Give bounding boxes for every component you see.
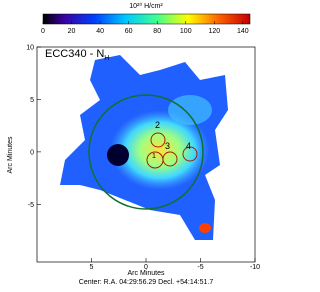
region-circle	[162, 151, 178, 167]
x-tick-label: -10	[250, 264, 260, 271]
colorbar-tick-label: 120	[208, 28, 220, 35]
region-label: 4	[186, 141, 191, 151]
title-main: ECC340 - N	[45, 48, 104, 60]
map-title: ECC340 - NH	[45, 48, 109, 62]
colorbar-tick-label: 80	[153, 28, 161, 35]
y-tick-label: 0	[30, 149, 34, 156]
dark-spot	[107, 144, 129, 166]
chart: 10²⁰ H/cm² 1 2 3 4 ECC340 - NH Arc Minut…	[7, 2, 260, 286]
colorbar-tick-label: 140	[237, 28, 249, 35]
region-label: 1	[152, 153, 156, 160]
region-circle	[182, 146, 198, 162]
colorbar-tick-label: 60	[125, 28, 133, 35]
map	[60, 55, 228, 240]
x-axis-label: Arc Minutes	[128, 270, 165, 277]
colorbar-tick-label: 0	[41, 28, 45, 35]
footer: Center: R.A. 04:29:56.29 Decl. +54:14:51…	[79, 279, 214, 286]
colorbar-tick-label: 40	[96, 28, 104, 35]
title-sub: H	[104, 55, 109, 62]
y-tick-label: -5	[28, 202, 34, 209]
hotspot	[199, 223, 211, 233]
region-label: 3	[165, 141, 170, 151]
x-tick-label: 5	[90, 264, 94, 271]
y-tick-label: 10	[26, 45, 34, 52]
colorbar-tick-label: 100	[180, 28, 192, 35]
cloud-core	[110, 110, 210, 190]
colorbar	[42, 13, 251, 25]
x-tick-label: 0	[144, 264, 148, 271]
x-tick-label: -5	[197, 264, 203, 271]
region-circle	[150, 132, 166, 148]
colorbar-tick-label: 20	[68, 28, 76, 35]
cloud-patch	[168, 95, 212, 125]
outer-circle	[88, 94, 204, 210]
y-tick-label: 5	[30, 97, 34, 104]
colorbar-label: 10²⁰ H/cm²	[129, 2, 163, 10]
y-axis-label: Arc Minutes	[7, 136, 14, 173]
region-label: 2	[155, 120, 160, 130]
